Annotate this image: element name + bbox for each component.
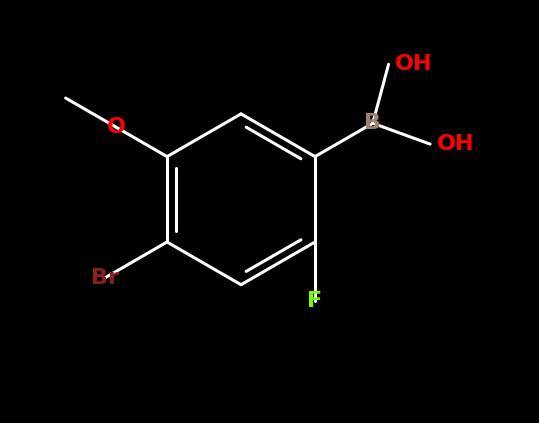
Text: Br: Br [91,268,119,288]
Text: F: F [307,291,322,310]
Text: OH: OH [395,54,433,74]
Text: O: O [107,117,126,137]
Text: B: B [364,113,381,133]
Text: OH: OH [437,134,474,154]
